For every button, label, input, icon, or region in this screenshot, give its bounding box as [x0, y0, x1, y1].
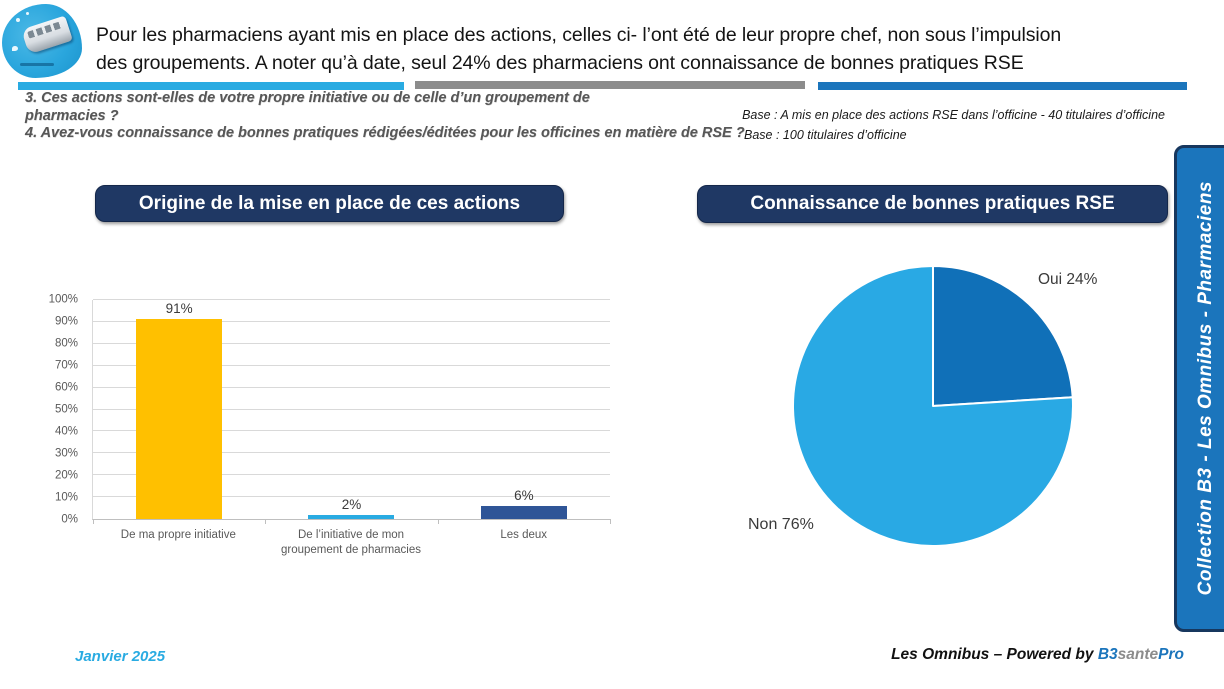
x-tick: [610, 519, 611, 524]
bar-cell: 2%: [265, 300, 437, 519]
logo-dot: [16, 18, 20, 22]
y-tick-label: 10%: [54, 491, 78, 504]
footer-credit-text: Les Omnibus – Powered by: [891, 646, 1098, 663]
question-4: 4. Avez-vous connaissance de bonnes prat…: [25, 125, 745, 141]
gridline: [93, 430, 610, 432]
y-tick-label: 100%: [48, 293, 78, 306]
y-tick-label: 60%: [54, 381, 78, 394]
pie-chart-title: Connaissance de bonnes pratiques RSE: [697, 185, 1168, 223]
pie-slice-oui: [932, 265, 1074, 407]
footer-credit: Les Omnibus – Powered by B3santePro: [891, 646, 1184, 664]
bar-1: [136, 318, 223, 519]
pie-svg: [792, 265, 1074, 547]
base-note-1: Base : A mis en place des actions RSE da…: [742, 108, 1165, 122]
pie-chart: [788, 261, 1078, 551]
pie-label-non: Non 76%: [748, 516, 814, 533]
brand-sante: sante: [1117, 646, 1159, 663]
pie-slice-non: [792, 265, 1074, 547]
gridline: [93, 342, 610, 344]
separator-blue: [818, 82, 1187, 90]
brand-pro: Pro: [1158, 646, 1184, 663]
y-tick-label: 90%: [54, 315, 78, 328]
brand-b3: B3: [1097, 646, 1118, 663]
logo-heart-icon: [12, 46, 18, 51]
bar-cell: 6%: [438, 300, 610, 519]
pie-chart-title-label: Connaissance de bonnes pratiques RSE: [750, 193, 1115, 214]
bar-plot: 91% 2% 6%: [92, 299, 611, 524]
gridline: [93, 408, 610, 410]
x-category-label: De l’initiative de mon groupement de pha…: [281, 529, 421, 556]
gridline: [93, 452, 610, 454]
separator-gray: [415, 81, 805, 89]
y-tick-label: 80%: [54, 337, 78, 350]
b3-logo: [2, 4, 82, 78]
x-tick: [93, 519, 94, 524]
y-tick-label: 30%: [54, 447, 78, 460]
y-tick-label: 20%: [54, 469, 78, 482]
bar-chart-title: Origine de la mise en place de ces actio…: [95, 185, 564, 222]
bar-y-axis: 0% 10% 20% 30% 40% 50% 60% 70% 80% 90% 100%: [36, 294, 86, 526]
separator-cyan: [18, 82, 404, 90]
x-tick: [437, 519, 439, 524]
bar-value-label: 6%: [514, 487, 534, 503]
bar-value-label: 2%: [341, 496, 362, 512]
x-category-label: Les deux: [500, 529, 548, 541]
gridline: [93, 320, 610, 322]
train-icon: [21, 15, 73, 55]
y-tick-label: 40%: [54, 425, 78, 438]
logo-tagline: [20, 63, 54, 66]
x-category-label: De ma propre initiative: [120, 529, 236, 541]
bar-2: [308, 514, 395, 519]
y-tick-label: 70%: [54, 359, 78, 372]
x-labels-row: De ma propre initiative De l’initiative d…: [92, 528, 610, 557]
base-note-2: Base : 100 titulaires d’officine: [744, 128, 907, 142]
slide-title: Pour les pharmaciens ayant mis en place …: [96, 24, 1062, 74]
logo-dot: [26, 12, 29, 15]
y-tick-label: 50%: [54, 403, 78, 416]
bar-value-label: 91%: [165, 300, 193, 316]
bar-cell: 91%: [93, 300, 265, 519]
gridline: [93, 386, 610, 388]
bars-row: 91% 2% 6%: [93, 300, 610, 519]
gridline: [93, 299, 610, 300]
sidebar: Collection B3 - Les Omnibus - Pharmacien…: [1174, 145, 1224, 632]
gridline: [93, 364, 610, 366]
gridline: [93, 496, 610, 498]
sidebar-collection-label: Collection B3 - Les Omnibus - Pharmacien…: [1195, 181, 1216, 596]
question-3: 3. Ces actions sont-elles de votre propr…: [25, 90, 590, 124]
footer-date: Janvier 2025: [75, 648, 166, 665]
gridline: [93, 474, 610, 476]
y-tick-label: 0%: [61, 513, 78, 526]
pie-label-oui: Oui 24%: [1038, 271, 1098, 288]
bar-3: [480, 505, 567, 519]
bar-chart-title-label: Origine de la mise en place de ces actio…: [138, 192, 521, 214]
x-tick: [265, 519, 267, 524]
